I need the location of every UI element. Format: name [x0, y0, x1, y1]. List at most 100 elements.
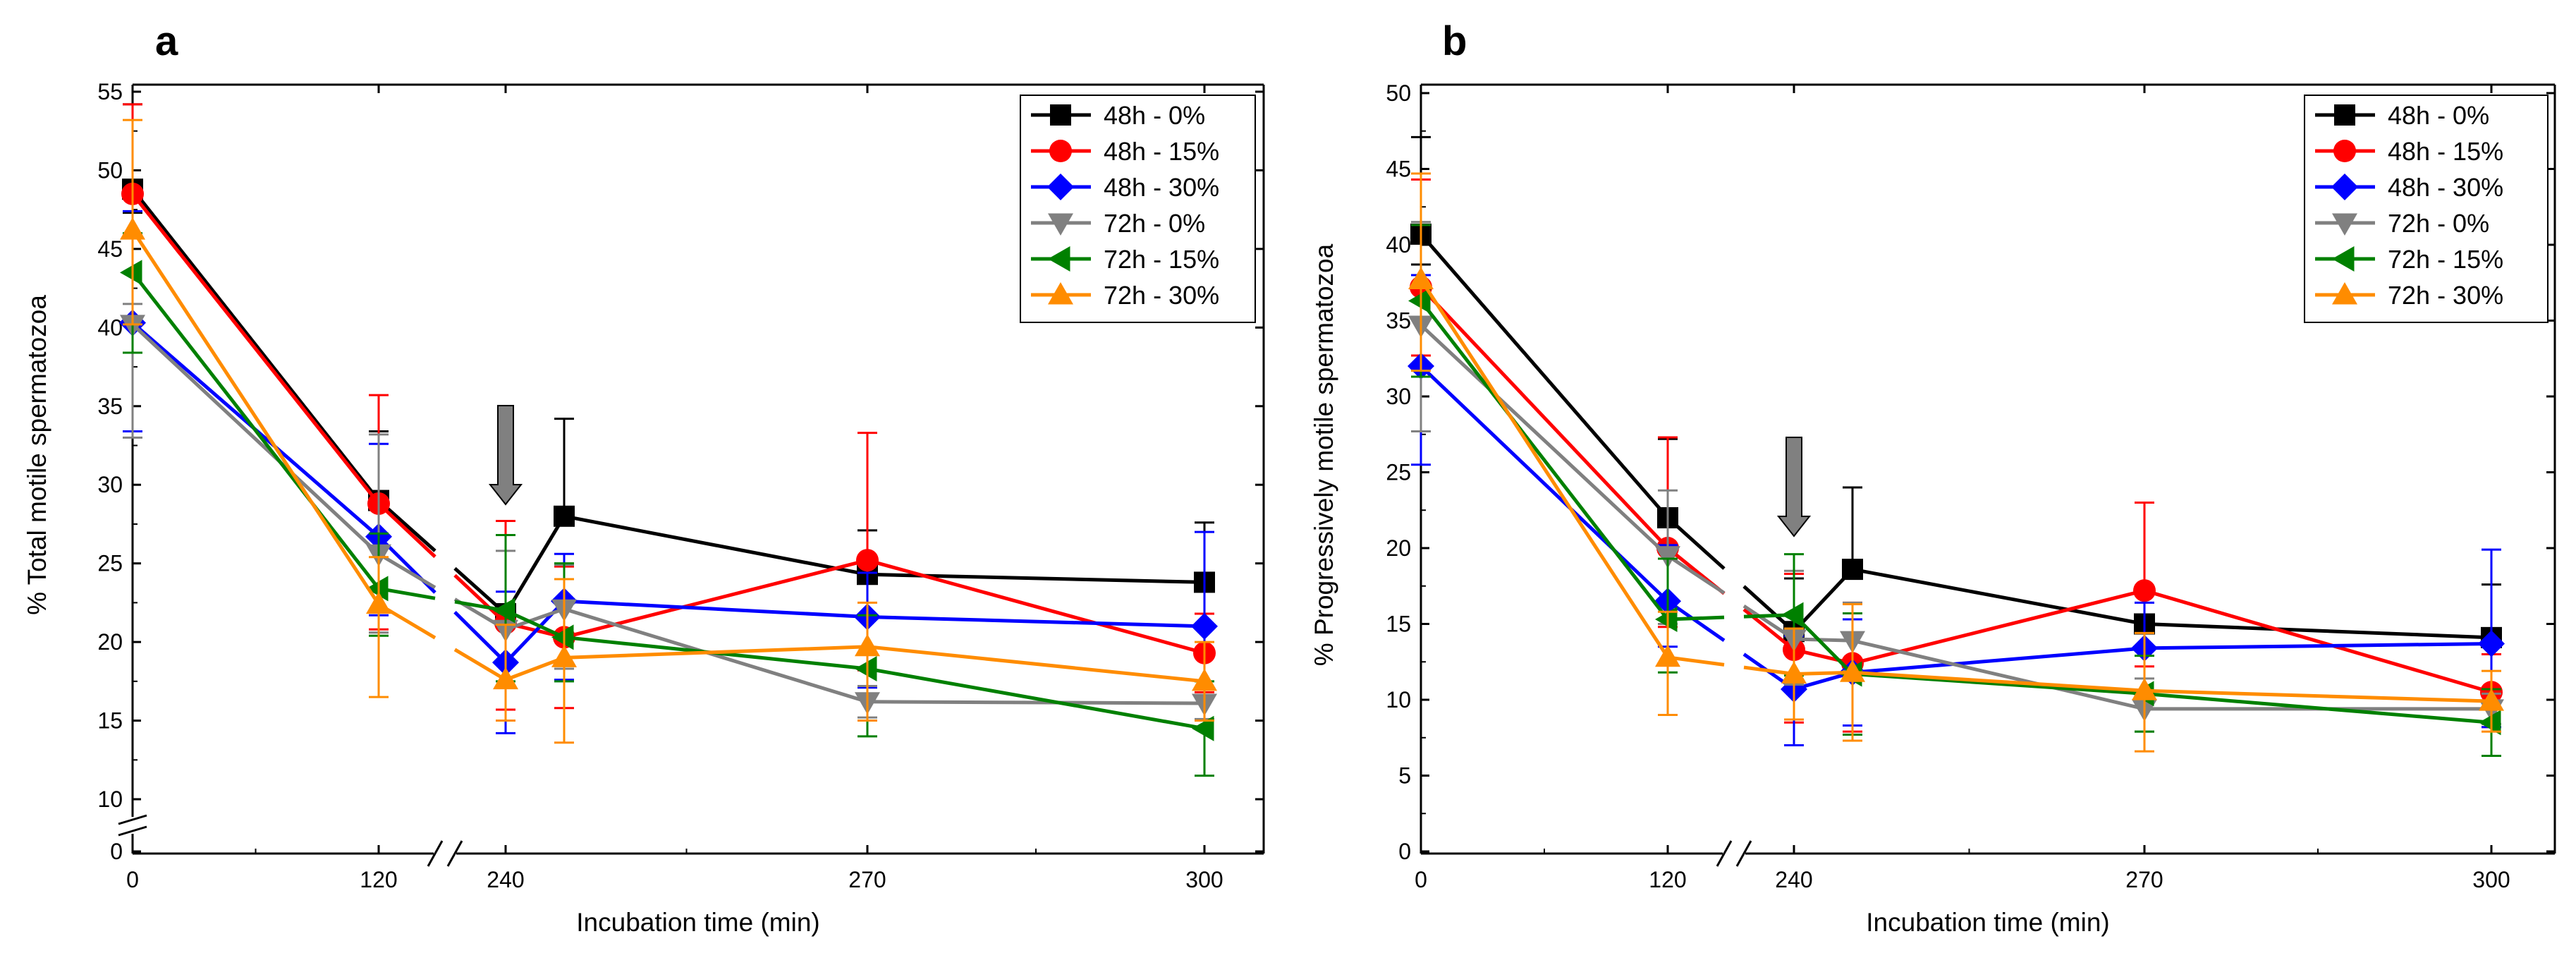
treatment-arrow [488, 405, 523, 506]
legend-marker [2332, 246, 2355, 272]
data-point [1655, 546, 1680, 569]
series-4 [120, 232, 1214, 777]
y-tick-label: 30 [1386, 384, 1411, 409]
data-point [2133, 579, 2156, 602]
x-tick-label: 0 [126, 867, 139, 892]
series-line-segment [563, 599, 868, 619]
legend-entry: 48h - 15% [2315, 137, 2503, 166]
y-tick-label: 35 [1386, 308, 1411, 334]
series-line-segment [503, 515, 566, 615]
x-axis-break-gap [434, 844, 456, 863]
data-point [2132, 678, 2157, 700]
data-point [120, 260, 142, 286]
legend-entry: 72h - 0% [1031, 209, 1205, 238]
y-tick-label: 15 [1386, 612, 1411, 637]
series-line-segment [1852, 672, 2145, 696]
legend-entry: 72h - 0% [2315, 209, 2489, 238]
data-point [1655, 644, 1680, 667]
series-line-segment [1666, 554, 1726, 595]
y-tick-label: 0 [110, 839, 123, 864]
legend-marker [2331, 174, 2358, 200]
treatment-arrow [1776, 437, 1812, 538]
error-bar [857, 601, 877, 722]
data-point [1408, 267, 1434, 289]
legend-label: 48h - 0% [2388, 101, 2489, 130]
legend-label: 72h - 30% [2388, 281, 2503, 310]
data-point [1191, 612, 1218, 640]
series-line-segment [453, 648, 507, 681]
y-tick-label: 50 [97, 157, 123, 183]
data-point [120, 217, 145, 240]
y-tick-label: 20 [1386, 535, 1411, 561]
data-point [1840, 660, 1865, 682]
series-line-segment [453, 610, 507, 664]
series-line-segment [867, 614, 1205, 629]
y-tick-label: 20 [97, 629, 123, 655]
legend-label: 48h - 30% [1104, 173, 1219, 202]
series-line-segment [1793, 637, 1853, 643]
legend-label: 72h - 15% [2388, 245, 2503, 274]
data-point [855, 633, 880, 657]
y-tick-label: 40 [97, 315, 123, 340]
legend-marker [2332, 213, 2357, 236]
legend-marker [2332, 282, 2357, 305]
data-point [551, 645, 577, 667]
x-tick-label: 120 [1649, 867, 1686, 892]
series-line-segment [2144, 641, 2492, 650]
series-line-segment [2144, 688, 2492, 703]
y-tick-label: 15 [97, 708, 123, 734]
series-line-segment [1667, 655, 1725, 667]
y-tick-label: 25 [97, 551, 123, 576]
series-line-segment [377, 552, 437, 589]
y-tick-label: 55 [97, 79, 123, 104]
legend-label: 48h - 15% [1104, 137, 1219, 166]
series-line-segment [867, 700, 1205, 705]
series-line-segment [505, 607, 565, 631]
legend-entry: 72h - 30% [1031, 281, 1219, 310]
y-axis-break-slash-1 [118, 825, 147, 837]
y-tick-label: 40 [1386, 232, 1411, 257]
legend-marker [1048, 213, 1073, 236]
data-point [1408, 288, 1431, 314]
legend-label: 48h - 30% [2388, 173, 2503, 202]
data-point [1655, 607, 1678, 633]
data-point [2478, 630, 2505, 657]
series-line-segment [131, 188, 380, 502]
series-line-segment [563, 645, 868, 660]
series-line-segment [2144, 691, 2492, 724]
x-axis-break [1716, 840, 1752, 867]
y-axis-break [118, 814, 147, 837]
arrow-icon [1776, 437, 1812, 538]
legend-entry: 48h - 30% [2315, 173, 2503, 202]
series-line-segment [1852, 646, 2145, 674]
y-tick-label: 30 [97, 472, 123, 497]
y-tick-label: 10 [97, 787, 123, 812]
x-axis-title: Incubation time (min) [576, 908, 819, 937]
chart-panel-b: b 0 5 10 15 20 25 30 35 40 45 50 0 120 240 270 300 Incuba… [1310, 18, 2556, 937]
x-tick-label: 240 [1775, 867, 1812, 892]
series-3 [120, 303, 1217, 720]
series-line-segment [1743, 665, 1795, 676]
x-tick-label: 120 [360, 867, 397, 892]
series-line-segment [1420, 324, 1669, 557]
x-axis-break-slash-0 [427, 840, 444, 867]
legend-marker [1048, 246, 1070, 272]
y-tick-label: 10 [1386, 687, 1411, 712]
legend-marker [1048, 282, 1073, 305]
series-line-segment [377, 502, 437, 559]
x-tick-label: 240 [487, 867, 524, 892]
x-axis-break [427, 840, 463, 867]
legend-entry: 48h - 0% [2315, 101, 2489, 130]
series-line-segment [1420, 365, 1669, 603]
series-line-segment [131, 271, 380, 590]
series-line-segment [504, 609, 566, 639]
series-line-segment [563, 514, 868, 576]
series-line-segment [563, 558, 868, 639]
series-5 [1408, 172, 2504, 753]
series-line-segment [1420, 233, 1669, 519]
legend-entry: 48h - 30% [1031, 173, 1219, 202]
legend-marker [2334, 104, 2355, 126]
legend-entry: 72h - 15% [1031, 245, 1219, 274]
